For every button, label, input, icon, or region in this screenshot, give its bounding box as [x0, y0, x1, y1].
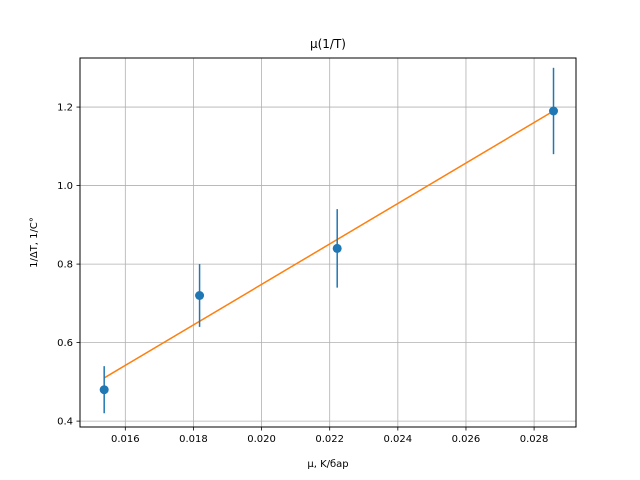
fit-line	[103, 110, 554, 379]
grid	[80, 58, 576, 427]
y-axis-title: 1/ΔT, 1/C°	[29, 217, 40, 268]
x-axis: 0.016 0.018 0.020 0.022 0.024 0.026 0.028	[111, 427, 548, 445]
x-tick-label: 0.026	[452, 434, 481, 445]
y-tick-label: 1.2	[57, 103, 73, 114]
data-point	[332, 243, 342, 253]
chart-title: μ(1/T)	[310, 37, 346, 51]
x-tick-label: 0.022	[315, 434, 344, 445]
x-axis-title: μ, K/бар	[307, 459, 348, 470]
data-point	[99, 385, 109, 395]
x-tick-label: 0.020	[247, 434, 276, 445]
x-tick-label: 0.028	[520, 434, 549, 445]
y-tick-label: 1.0	[57, 181, 73, 192]
data-point	[195, 290, 205, 300]
plot-frame	[79, 57, 577, 428]
y-tick-label: 0.8	[57, 260, 73, 271]
x-tick-label: 0.018	[179, 434, 208, 445]
data-point	[549, 106, 559, 116]
y-axis: 0.4 0.6 0.8 1.0 1.2	[57, 103, 80, 428]
fit-line-series	[103, 110, 554, 379]
y-tick-label: 0.4	[57, 417, 73, 428]
x-tick-label: 0.016	[111, 434, 140, 445]
x-tick-label: 0.024	[384, 434, 413, 445]
y-tick-label: 0.6	[57, 338, 73, 349]
errorbar-series	[99, 67, 559, 414]
